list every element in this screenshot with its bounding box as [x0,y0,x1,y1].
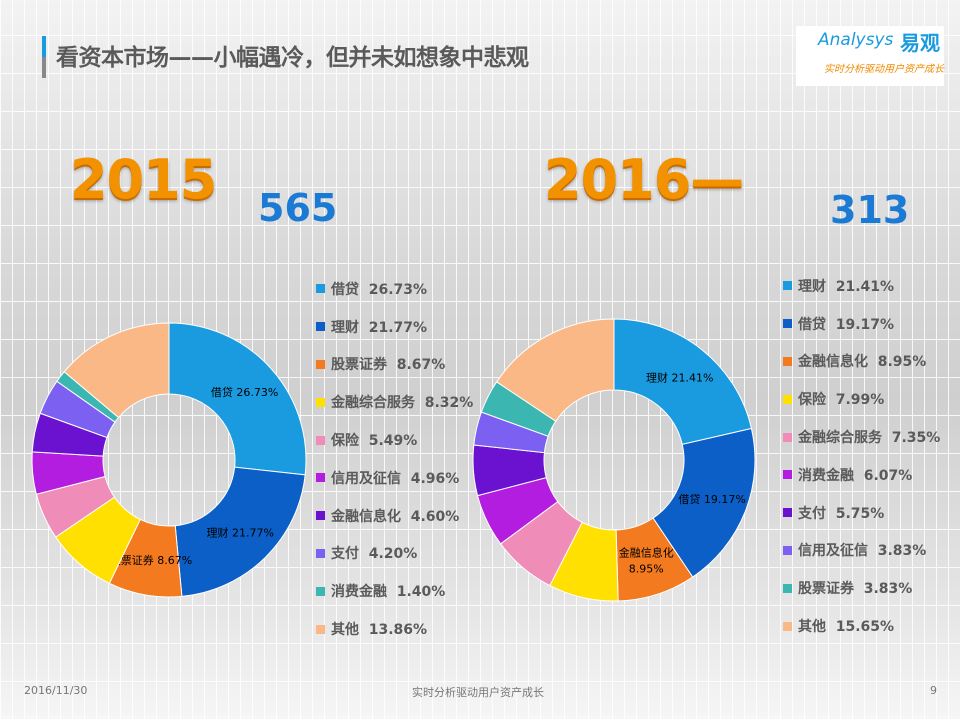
slice-data-label: 借贷 19.17% [678,492,745,506]
donut-slice [168,322,307,476]
legend-item: 其他 13.86% [316,610,473,648]
legend-label: 保险 7.99% [798,392,885,409]
legend-item: 支付 5.75% [783,494,940,532]
donut-slice [613,318,753,445]
legend-item: 信用及征信 3.83% [783,532,940,570]
legend-swatch [316,548,325,558]
legend-swatch [316,511,325,521]
slide-title: 看资本市场——小幅遇冷，但并未如想象中悲观 [56,45,529,71]
legend-2015: 借贷 26.73% 理财 21.77% 股票证券 8.67% 金融综合服务 8.32%… [316,270,473,648]
legend-item: 信用及征信 4.96% [316,459,473,497]
legend-swatch [316,359,325,369]
legend-swatch [783,356,792,366]
legend-swatch [783,583,792,593]
analysys-logo: Analysys 易观 实时分析驱动用户资产成长 [796,26,944,86]
legend-item: 借贷 19.17% [783,305,940,343]
legend-label: 借贷 26.73% [331,281,428,298]
legend-item: 金融信息化 8.95% [783,343,940,381]
legend-item: 金融综合服务 7.35% [783,418,940,456]
footer-center: 实时分析驱动用户资产成长 [412,686,544,699]
donut-slice [63,322,170,419]
legend-label: 金融综合服务 7.35% [798,430,941,447]
legend-item: 理财 21.41% [783,267,940,305]
logo-slogan: 实时分析驱动用户资产成长 [824,64,944,75]
year-2015: 2015 [70,148,217,211]
legend-swatch [316,284,325,294]
legend-item: 消费金融 6.07% [783,456,940,494]
legend-swatch [316,435,325,445]
legend-swatch [316,586,325,596]
legend-item: 消费金融 1.40% [316,572,473,610]
slice-data-label: 股票证券 8.67% [110,553,192,567]
legend-swatch [783,432,792,442]
legend-swatch [783,545,792,555]
legend-label: 金融综合服务 8.32% [331,395,474,412]
legend-swatch [783,508,792,518]
legend-label: 信用及征信 3.83% [798,543,927,560]
legend-label: 金融信息化 4.60% [331,508,460,525]
legend-swatch [783,319,792,329]
legend-item: 股票证券 3.83% [783,569,940,607]
title-accent-bar [42,36,46,78]
legend-label: 支付 4.20% [331,546,418,563]
logo-cn: 易观 [900,31,940,55]
slice-data-label: 理财 21.41% [646,370,713,384]
legend-swatch [316,322,325,332]
count-2016: 313 [830,188,910,232]
legend-swatch [316,397,325,407]
legend-label: 信用及征信 4.96% [331,470,460,487]
slice-data-label: 借贷 26.73% [211,385,278,399]
slice-data-label: 理财 21.77% [207,525,274,539]
count-2015: 565 [258,186,338,230]
year-2016: 2016— [544,148,744,211]
legend-label: 消费金融 6.07% [798,467,913,484]
legend-2016: 理财 21.41% 借贷 19.17% 金融信息化 8.95% 保险 7.99% 金融综… [783,267,940,645]
legend-label: 理财 21.77% [331,319,428,336]
legend-item: 其他 15.65% [783,607,940,645]
legend-label: 消费金融 1.40% [331,584,446,601]
donut-slice [495,318,615,422]
donut-slice [652,427,756,578]
legend-swatch [783,470,792,480]
legend-item: 股票证券 8.67% [316,346,473,384]
legend-item: 金融信息化 4.60% [316,497,473,535]
legend-item: 保险 7.99% [783,380,940,418]
legend-item: 理财 21.77% [316,308,473,346]
legend-swatch [316,473,325,483]
legend-label: 理财 21.41% [798,278,895,295]
donut-slice [174,466,306,597]
page-number: 9 [930,684,937,697]
logo-brand: Analysys [818,30,894,50]
legend-item: 保险 5.49% [316,421,473,459]
legend-label: 其他 15.65% [798,619,895,636]
legend-swatch [783,281,792,291]
slice-data-label: 金融信息化 8.95% [619,545,674,575]
legend-item: 支付 4.20% [316,535,473,573]
legend-label: 股票证券 3.83% [798,581,913,598]
legend-label: 其他 13.86% [331,622,428,639]
legend-item: 金融综合服务 8.32% [316,383,473,421]
legend-swatch [316,624,325,634]
legend-item: 借贷 26.73% [316,270,473,308]
legend-label: 股票证券 8.67% [331,357,446,374]
footer-date: 2016/11/30 [24,684,88,697]
legend-swatch [783,394,792,404]
legend-swatch [783,621,792,631]
legend-label: 保险 5.49% [331,433,418,450]
legend-label: 金融信息化 8.95% [798,354,927,371]
legend-label: 支付 5.75% [798,505,885,522]
legend-label: 借贷 19.17% [798,316,895,333]
